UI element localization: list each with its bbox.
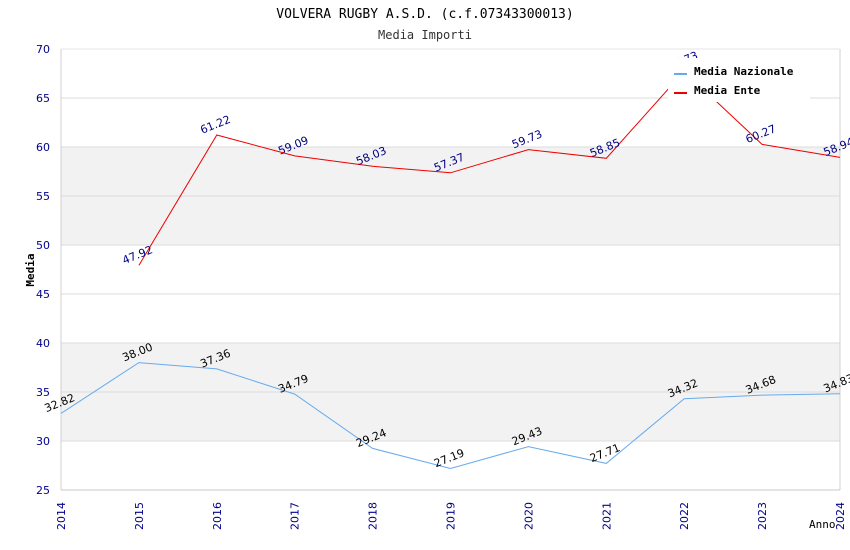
y-tick-label: 50 xyxy=(36,239,50,252)
x-tick-label: 2024 xyxy=(834,502,847,530)
y-axis-label: Media xyxy=(24,253,37,286)
background-band xyxy=(61,343,840,392)
y-tick-label: 40 xyxy=(36,337,50,350)
data-label: 27.71 xyxy=(588,441,622,465)
x-tick-label: 2017 xyxy=(289,502,302,530)
y-tick-label: 65 xyxy=(36,92,50,105)
data-label: 47.92 xyxy=(121,243,155,267)
y-tick-label: 45 xyxy=(36,288,50,301)
x-tick-label: 2018 xyxy=(367,502,380,530)
x-axis-label: Anno xyxy=(809,518,836,531)
data-label: 61.22 xyxy=(198,113,232,137)
x-tick-label: 2021 xyxy=(600,502,613,530)
x-tick-label: 2022 xyxy=(678,502,691,530)
chart-subtitle: Media Importi xyxy=(378,28,472,42)
series-lines xyxy=(60,70,841,470)
x-tick-label: 2016 xyxy=(211,502,224,530)
background-band xyxy=(61,147,840,196)
legend-label-media-ente: Media Ente xyxy=(694,84,761,97)
legend-background xyxy=(668,58,810,102)
legend-label-media-nazionale: Media Nazionale xyxy=(694,65,794,78)
y-tick-label: 60 xyxy=(36,141,50,154)
x-tick-label: 2019 xyxy=(445,502,458,530)
axes: 25 30 35 40 45 50 55 60 65 70 2014 2015 2016 2017 2018… xyxy=(36,43,847,530)
data-label: 27.19 xyxy=(432,446,466,470)
x-tick-label: 2015 xyxy=(133,502,146,530)
chart-title: VOLVERA RUGBY A.S.D. (c.f.07343300013) xyxy=(276,7,573,22)
y-tick-label: 30 xyxy=(36,435,50,448)
x-tick-label: 2023 xyxy=(756,502,769,530)
y-tick-label: 25 xyxy=(36,484,50,497)
y-tick-label: 55 xyxy=(36,190,50,203)
series-line-media-nazionale xyxy=(60,362,841,470)
y-tick-label: 70 xyxy=(36,43,50,56)
background-bands xyxy=(61,147,840,441)
series-line-media-ente xyxy=(138,70,841,266)
background-band xyxy=(61,392,840,441)
x-tick-label: 2020 xyxy=(522,502,535,530)
background-band xyxy=(61,196,840,245)
x-tick-label: 2014 xyxy=(55,502,68,530)
y-tick-label: 35 xyxy=(36,386,50,399)
legend: Media Nazionale Media Ente xyxy=(668,58,810,102)
